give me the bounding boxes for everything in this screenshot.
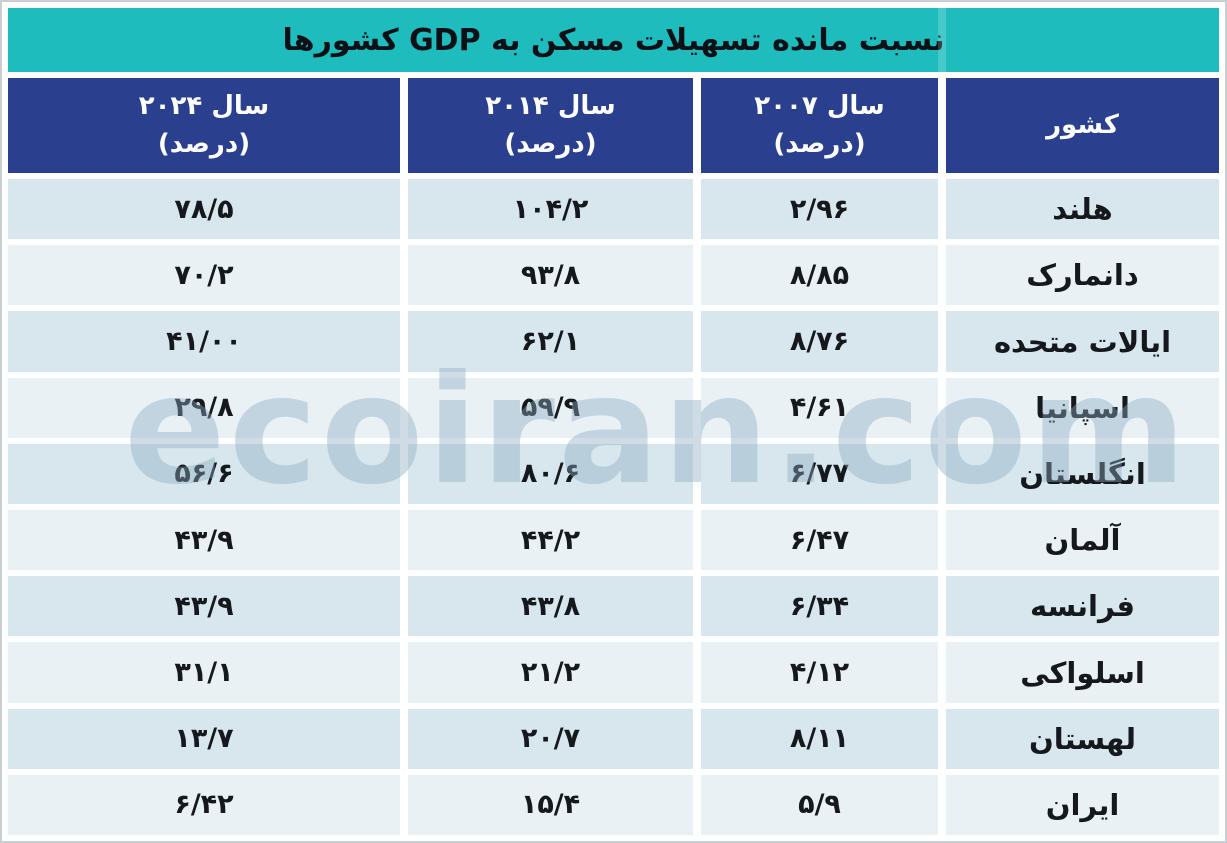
cell-country: دانمارک <box>946 245 1219 306</box>
cell-2024-value: ۷۰/۲ <box>8 245 400 306</box>
cell-2024-value: ۵۶/۶ <box>8 443 400 505</box>
cell-country: انگلستان <box>946 443 1219 505</box>
table-row-germany: آلمان ۶/۴۷ ۴۴/۲ ۴۳/۹ <box>8 510 1219 571</box>
table-header-row: کشور سال ۲۰۰۷ (درصد) سال ۲۰۱۴ (درصد) سال… <box>8 78 1219 173</box>
cell-country: ایالات متحده <box>946 311 1219 372</box>
header-cell-2014: سال ۲۰۱۴ (درصد) <box>408 78 693 173</box>
cell-country: هلند <box>946 179 1219 240</box>
table-row-denmark: دانمارک ۸/۸۵ ۹۳/۸ ۷۰/۲ <box>8 245 1219 306</box>
table-row-iran: ایران ۵/۹ ۱۵/۴ ۶/۴۲ <box>8 774 1219 836</box>
table-title-bar: نسبت مانده تسهیلات مسکن به GDP کشورها <box>8 8 1219 72</box>
header-2007-unit: (درصد) <box>773 128 866 159</box>
cell-country: آلمان <box>946 510 1219 571</box>
cell-2007-value: ۸/۷۶ <box>701 311 938 372</box>
cell-country: فرانسه <box>946 576 1219 637</box>
cell-2024-value: ۳۱/۱ <box>8 642 400 703</box>
header-country-label: کشور <box>1046 109 1119 140</box>
cell-2007-value: ۲/۹۶ <box>701 179 938 240</box>
cell-2014-value: ۸۰/۶ <box>408 443 693 505</box>
cell-2014-value: ۲۱/۲ <box>408 642 693 703</box>
cell-2024-value: ۶/۴۲ <box>8 774 400 836</box>
cell-2024-value: ۷۸/۵ <box>8 179 400 240</box>
cell-country: لهستان <box>946 708 1219 769</box>
header-2014-year: سال ۲۰۱۴ <box>485 90 616 121</box>
cell-country: ایران <box>946 774 1219 836</box>
cell-2014-value: ۴۴/۲ <box>408 510 693 571</box>
table-row-slovakia: اسلواکی ۴/۱۲ ۲۱/۲ ۳۱/۱ <box>8 642 1219 703</box>
cell-2007-value: ۶/۷۷ <box>701 443 938 505</box>
cell-2014-value: ۱۰۴/۲ <box>408 179 693 240</box>
table-row-france: فرانسه ۶/۳۴ ۴۳/۸ ۴۳/۹ <box>8 576 1219 637</box>
table-row-netherlands: هلند ۲/۹۶ ۱۰۴/۲ ۷۸/۵ <box>8 179 1219 240</box>
cell-2007-value: ۴/۱۲ <box>701 642 938 703</box>
cell-2007-value: ۸/۱۱ <box>701 708 938 769</box>
cell-2024-value: ۴۱/۰۰ <box>8 311 400 372</box>
header-2014-unit: (درصد) <box>504 128 597 159</box>
cell-2007-value: ۸/۸۵ <box>701 245 938 306</box>
table-row-united-states: ایالات متحده ۸/۷۶ ۶۲/۱ ۴۱/۰۰ <box>8 311 1219 372</box>
cell-2014-value: ۲۰/۷ <box>408 708 693 769</box>
table-row-england: انگلستان ۶/۷۷ ۸۰/۶ ۵۶/۶ <box>8 443 1219 505</box>
header-cell-2007: سال ۲۰۰۷ (درصد) <box>701 78 938 173</box>
cell-2024-value: ۱۳/۷ <box>8 708 400 769</box>
cell-2014-value: ۹۳/۸ <box>408 245 693 306</box>
page-title: نسبت مانده تسهیلات مسکن به GDP کشورها <box>282 22 945 58</box>
cell-2014-value: ۴۳/۸ <box>408 576 693 637</box>
table-row-poland: لهستان ۸/۱۱ ۲۰/۷ ۱۳/۷ <box>8 708 1219 769</box>
header-2007-year: سال ۲۰۰۷ <box>754 90 885 121</box>
cell-2014-value: ۵۹/۹ <box>408 377 693 438</box>
header-2024-unit: (درصد) <box>157 128 251 159</box>
title-column-divider <box>938 8 946 72</box>
cell-2007-value: ۵/۹ <box>701 774 938 836</box>
table-row-spain: اسپانیا ۴/۶۱ ۵۹/۹ ۲۹/۸ <box>8 377 1219 438</box>
header-cell-country: کشور <box>946 78 1219 173</box>
header-cell-2024: سال ۲۰۲۴ (درصد) <box>8 78 400 173</box>
cell-2014-value: ۱۵/۴ <box>408 774 693 836</box>
cell-2007-value: ۶/۳۴ <box>701 576 938 637</box>
cell-2024-value: ۴۳/۹ <box>8 576 400 637</box>
cell-2014-value: ۶۲/۱ <box>408 311 693 372</box>
cell-country: اسلواکی <box>946 642 1219 703</box>
cell-2024-value: ۲۹/۸ <box>8 377 400 438</box>
cell-2024-value: ۴۳/۹ <box>8 510 400 571</box>
cell-2007-value: ۶/۴۷ <box>701 510 938 571</box>
cell-2007-value: ۴/۶۱ <box>701 377 938 438</box>
header-2024-year: سال ۲۰۲۴ <box>138 90 270 121</box>
data-table: کشور سال ۲۰۰۷ (درصد) سال ۲۰۱۴ (درصد) سال… <box>8 78 1219 836</box>
cell-country: اسپانیا <box>946 377 1219 438</box>
